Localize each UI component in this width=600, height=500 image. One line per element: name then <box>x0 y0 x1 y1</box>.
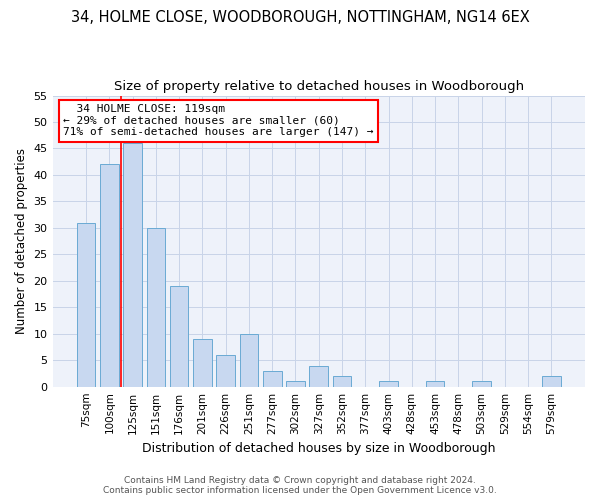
Bar <box>100 164 119 386</box>
Bar <box>310 366 328 386</box>
Bar <box>193 339 212 386</box>
Bar <box>426 382 445 386</box>
Bar <box>170 286 188 386</box>
Bar <box>333 376 352 386</box>
X-axis label: Distribution of detached houses by size in Woodborough: Distribution of detached houses by size … <box>142 442 496 455</box>
Bar <box>146 228 165 386</box>
Text: 34 HOLME CLOSE: 119sqm  
← 29% of detached houses are smaller (60)
71% of semi-d: 34 HOLME CLOSE: 119sqm ← 29% of detached… <box>63 104 374 138</box>
Bar <box>379 382 398 386</box>
Bar <box>239 334 258 386</box>
Title: Size of property relative to detached houses in Woodborough: Size of property relative to detached ho… <box>114 80 524 93</box>
Bar <box>542 376 561 386</box>
Bar <box>263 371 281 386</box>
Bar <box>472 382 491 386</box>
Bar <box>286 382 305 386</box>
Y-axis label: Number of detached properties: Number of detached properties <box>15 148 28 334</box>
Bar <box>217 355 235 386</box>
Bar <box>77 222 95 386</box>
Text: 34, HOLME CLOSE, WOODBOROUGH, NOTTINGHAM, NG14 6EX: 34, HOLME CLOSE, WOODBOROUGH, NOTTINGHAM… <box>71 10 529 25</box>
Text: Contains HM Land Registry data © Crown copyright and database right 2024.
Contai: Contains HM Land Registry data © Crown c… <box>103 476 497 495</box>
Bar <box>123 143 142 386</box>
